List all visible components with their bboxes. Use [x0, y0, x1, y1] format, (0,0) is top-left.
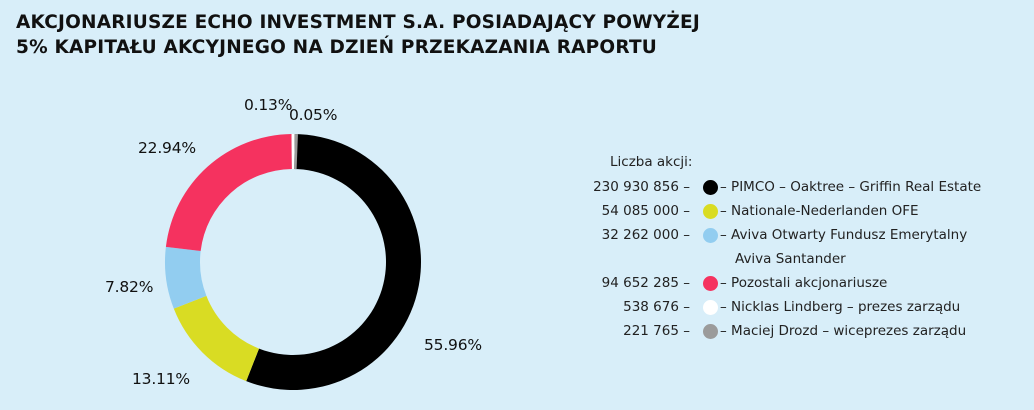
legend-label-line2: Aviva Santander: [735, 251, 846, 267]
pct-label-lindberg: 0.13%: [244, 96, 293, 114]
pct-label-drozd: 0.05%: [289, 106, 338, 124]
slice-pozostali: [165, 134, 292, 252]
pct-label-aviva: 7.82%: [105, 278, 154, 296]
legend-shares: 32 262 000 –: [601, 227, 690, 243]
legend-swatch: [703, 300, 718, 315]
legend-shares: 230 930 856 –: [593, 179, 690, 195]
slice-pimco: [246, 134, 421, 390]
slice-lindberg: [291, 134, 295, 170]
legend-item: 538 676 – – Nicklas Lindberg – prezes za…: [560, 299, 1030, 319]
legend-shares: 54 085 000 –: [601, 203, 690, 219]
pct-label-pimco: 55.96%: [424, 336, 482, 354]
slice-drozd: [294, 134, 298, 170]
legend-shares: 221 765 –: [623, 323, 690, 339]
legend-label: – Nicklas Lindberg – prezes zarządu: [720, 299, 961, 315]
chart-title-line2: 5% KAPITAŁU AKCYJNEGO NA DZIEŃ PRZEKAZAN…: [16, 37, 658, 58]
legend-label: – Aviva Otwarty Fundusz Emerytalny: [720, 227, 968, 243]
legend-item: 230 930 856 – – PIMCO – Oaktree – Griffi…: [560, 179, 1030, 199]
legend-swatch: [703, 204, 718, 219]
legend-swatch: [703, 324, 718, 339]
legend-item: 94 652 285 – – Pozostali akcjonariusze: [560, 275, 1030, 295]
legend-header: Liczba akcji:: [610, 154, 693, 170]
legend-label: – Nationale-Nederlanden OFE: [720, 203, 919, 219]
legend-shares: 538 676 –: [623, 299, 690, 315]
chart-title: AKCJONARIUSZE ECHO INVESTMENT S.A. POSIA…: [16, 10, 916, 60]
pct-label-pozostali: 22.94%: [138, 139, 196, 157]
legend-swatch: [703, 180, 718, 195]
legend-swatch: [703, 276, 718, 291]
legend-item: 54 085 000 – – Nationale-Nederlanden OFE: [560, 203, 1030, 223]
slice-nationale-nederlanden: [173, 295, 260, 382]
pct-label-nn: 13.11%: [132, 370, 190, 388]
legend-label: – Maciej Drozd – wiceprezes zarządu: [720, 323, 967, 339]
slice-aviva: [165, 246, 207, 309]
legend-swatch: [703, 228, 718, 243]
legend-shares: 94 652 285 –: [601, 275, 690, 291]
legend-item: 221 765 – – Maciej Drozd – wiceprezes za…: [560, 323, 1030, 343]
legend-label: – PIMCO – Oaktree – Griffin Real Estate: [720, 179, 982, 195]
legend-label: – Pozostali akcjonariusze: [720, 275, 888, 291]
chart-title-line1: AKCJONARIUSZE ECHO INVESTMENT S.A. POSIA…: [16, 12, 700, 33]
legend-item-continuation: Aviva Santander: [560, 251, 1030, 271]
legend-item: 32 262 000 – – Aviva Otwarty Fundusz Eme…: [560, 227, 1030, 247]
